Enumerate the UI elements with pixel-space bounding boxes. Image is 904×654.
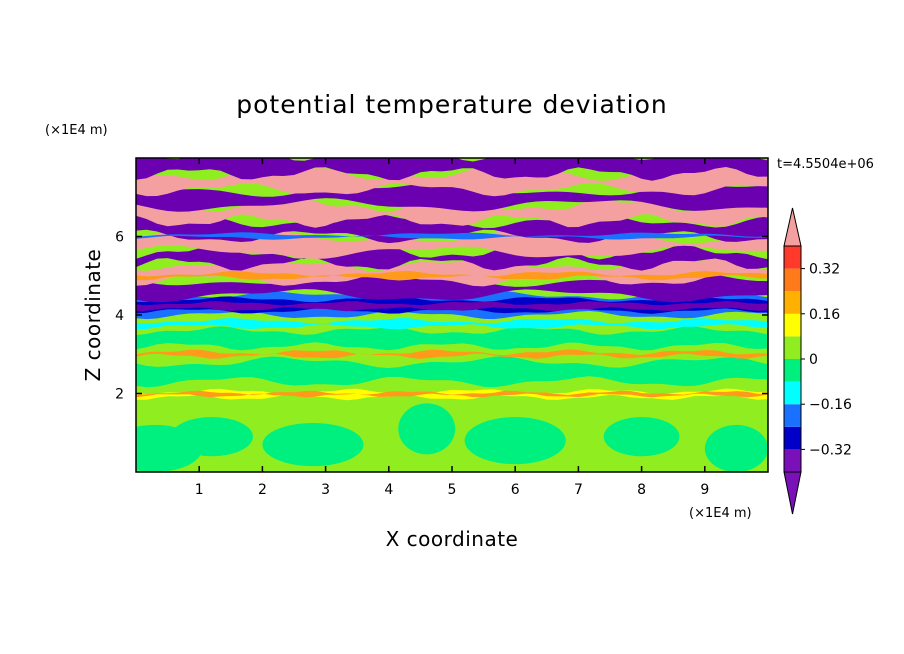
y-axis-unit: (×1E4 m) xyxy=(45,123,108,138)
mid-green-band xyxy=(136,356,768,388)
x-tick-label: 6 xyxy=(511,482,520,498)
colorbar-segment xyxy=(784,404,801,427)
contour-field xyxy=(136,158,768,472)
time-label: t=4.5504e+06 xyxy=(777,157,874,172)
x-axis-title: X coordinate xyxy=(386,527,519,551)
cyan-line-z4 xyxy=(136,318,768,330)
x-axis: 1 2 3 4 5 6 7 8 9 xyxy=(195,158,709,498)
upper-filament-blue xyxy=(136,232,768,240)
upper-layer xyxy=(136,244,768,271)
x-tick-label: 8 xyxy=(637,482,646,498)
y-axis-title: Z coordinate xyxy=(81,249,105,382)
colorbar-label: 0 xyxy=(809,352,818,368)
colorbar-segment xyxy=(784,313,801,337)
colorbar-segment xyxy=(784,449,801,472)
colorbar-label: 0.32 xyxy=(809,262,840,278)
colorbar-segment xyxy=(784,291,801,314)
lower-blob xyxy=(704,424,768,472)
colorbar-segment xyxy=(784,426,801,450)
colorbar-extend-top xyxy=(783,207,802,247)
upper-layer xyxy=(136,182,768,212)
negative-band-core xyxy=(136,301,768,312)
x-tick-label: 4 xyxy=(384,482,393,498)
y-tick-label: 6 xyxy=(115,230,124,246)
lower-blob xyxy=(464,417,566,465)
colorbar-label: 0.16 xyxy=(809,307,840,323)
colorbar-label: −0.32 xyxy=(809,442,852,458)
x-tick-label: 9 xyxy=(700,482,709,498)
x-tick-label: 7 xyxy=(574,482,583,498)
y-axis: 2 4 6 xyxy=(115,230,768,403)
upper-layer xyxy=(136,158,768,181)
upper-layer xyxy=(136,197,768,228)
chart-title: potential temperature deviation xyxy=(236,90,667,119)
filament-z2 xyxy=(136,388,768,401)
colorbar-segment xyxy=(784,268,801,292)
colorbar-segment xyxy=(784,336,801,359)
x-tick-label: 3 xyxy=(321,482,330,498)
mid-green-band-2 xyxy=(136,326,768,351)
filament-z2-core xyxy=(136,390,768,398)
lower-blob xyxy=(398,403,456,455)
x-tick-label: 5 xyxy=(448,482,457,498)
x-tick-label: 1 xyxy=(195,482,204,498)
colorbar-label: −0.16 xyxy=(809,397,852,413)
lower-blob xyxy=(603,417,680,457)
filament-z3 xyxy=(136,349,768,359)
colorbar-segment xyxy=(784,246,801,269)
lower-blob xyxy=(262,422,364,467)
colorbar-segment xyxy=(784,359,801,382)
upper-filament xyxy=(136,271,768,281)
upper-layer xyxy=(136,272,768,303)
colorbar-segment xyxy=(784,381,801,405)
x-tick-label: 2 xyxy=(258,482,267,498)
lower-blob xyxy=(170,417,253,457)
colorbar-extend-bottom xyxy=(783,471,802,515)
y-tick-label: 4 xyxy=(115,308,124,324)
y-tick-label: 2 xyxy=(115,387,124,403)
colorbar: 0.32 0.16 0 −0.16 −0.32 xyxy=(783,207,852,515)
plot-area xyxy=(136,158,768,472)
x-axis-unit: (×1E4 m) xyxy=(689,506,752,521)
